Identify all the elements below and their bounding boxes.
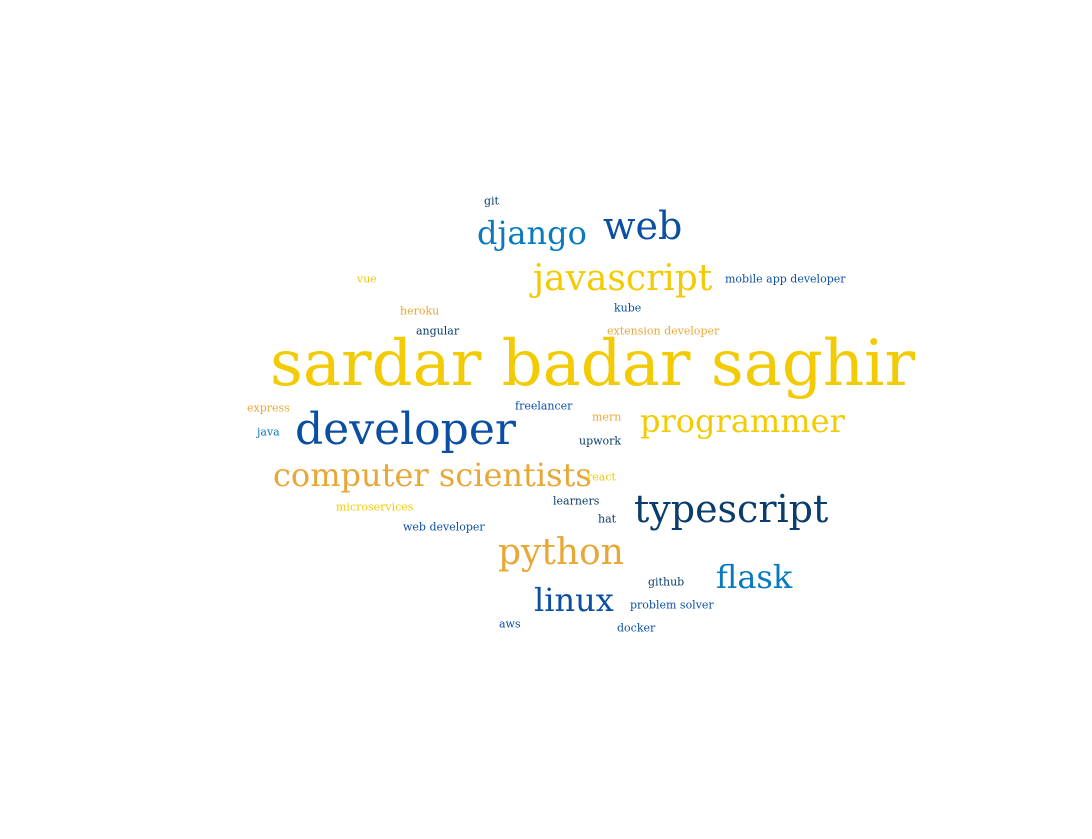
word-mern: mern (592, 410, 622, 424)
word-sardar-badar-saghir: sardar badar saghir (270, 327, 916, 401)
word-learners: learners (553, 494, 600, 508)
word-web: web (603, 204, 683, 248)
word-kube: kube (614, 301, 642, 315)
word-developer: developer (295, 404, 516, 455)
word-vue: vue (357, 272, 377, 286)
word-javascript: javascript (533, 258, 713, 299)
word-computer-scientists: computer scientists (273, 456, 592, 494)
word-upwork: upwork (579, 434, 622, 448)
word-web-developer: web developer (403, 520, 485, 534)
word-problem-solver: problem solver (630, 598, 714, 612)
word-express: express (247, 401, 290, 415)
word-microservices: microservices (336, 500, 414, 514)
word-hat: hat (598, 512, 617, 526)
word-react: react (587, 470, 616, 484)
word-typescript: typescript (634, 487, 829, 531)
word-git: git (484, 194, 499, 208)
word-aws: aws (499, 617, 521, 631)
word-linux: linux (534, 581, 614, 619)
word-heroku: heroku (400, 304, 440, 318)
word-programmer: programmer (640, 402, 845, 440)
word-freelancer: freelancer (515, 399, 573, 413)
word-angular: angular (416, 324, 460, 338)
word-java: java (257, 425, 280, 439)
word-mobile-app-developer: mobile app developer (725, 272, 846, 286)
word-github: github (648, 575, 685, 589)
word-flask: flask (716, 558, 793, 596)
word-extension-developer: extension developer (607, 324, 720, 338)
word-python: python (498, 532, 624, 573)
word-docker: docker (617, 621, 656, 635)
word-django: django (477, 214, 587, 252)
